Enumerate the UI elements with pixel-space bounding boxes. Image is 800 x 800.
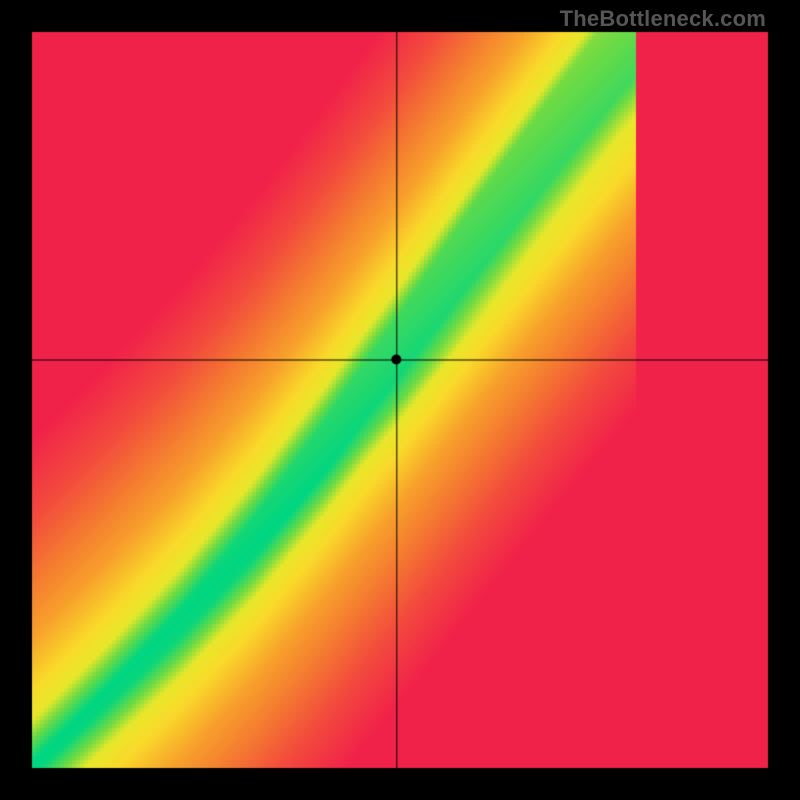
bottleneck-heatmap [0,0,800,800]
watermark-text: TheBottleneck.com [560,6,766,32]
